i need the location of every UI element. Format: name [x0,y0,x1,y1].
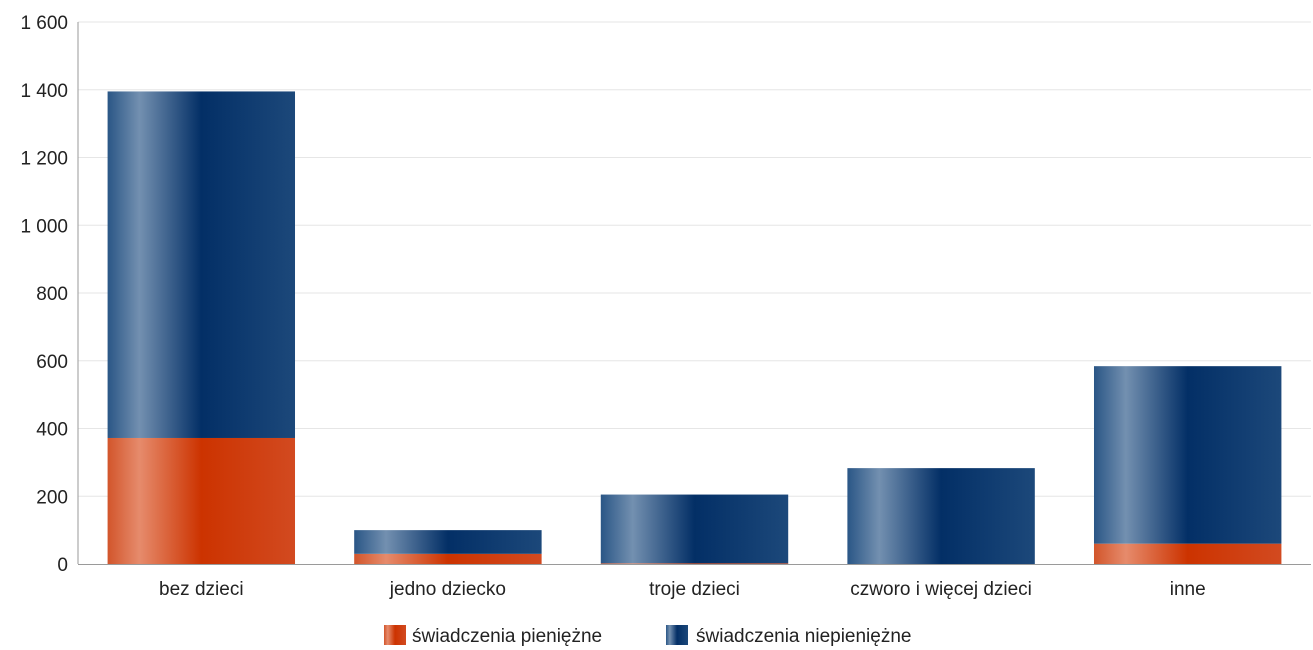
bar-segment-niepieniezne [107,91,296,438]
y-tick-label: 0 [57,555,68,576]
bar-segment-niepieniezne [1093,366,1282,544]
bar-segment-pieniezne [107,437,296,564]
legend-swatch [384,625,406,645]
bar-segment-niepieniezne [847,468,1035,564]
bar-segment-pieniezne [1093,543,1282,564]
bar-segment-pieniezne [600,563,789,564]
y-tick-label: 1 600 [20,13,68,34]
legend-label: świadczenia pieniężne [412,626,602,647]
y-tick-label: 400 [36,420,68,441]
legend-label: świadczenia niepieniężne [696,626,911,647]
bar-segment-niepieniezne [354,530,542,554]
y-tick-label: 600 [36,352,68,373]
y-tick-label: 1 000 [20,216,68,237]
y-axis-ticks: 0 200 400 600 800 1 000 1 200 1 400 1 600 [20,13,68,576]
x-tick-label: jedno dziecko [389,579,506,600]
x-tick-label: troje dzieci [649,579,740,600]
bar-segment-pieniezne [354,553,542,564]
legend: świadczenia pieniężne świadczenia niepien… [384,625,911,647]
legend-swatch [666,625,688,645]
y-tick-label: 1 400 [20,81,68,102]
x-tick-label: czworo i więcej dzieci [850,579,1032,600]
bars [107,91,1282,564]
bar-segment-niepieniezne [600,494,789,564]
legend-item[interactable]: świadczenia pieniężne [384,625,602,647]
y-tick-label: 200 [36,487,68,508]
x-tick-label: bez dzieci [159,579,244,600]
y-tick-label: 800 [36,284,68,305]
x-tick-label: inne [1170,579,1206,600]
legend-item[interactable]: świadczenia niepieniężne [666,625,911,647]
y-tick-label: 1 200 [20,149,68,170]
x-axis-labels: bez dzieci jedno dziecko troje dzieci czwor… [159,579,1206,600]
